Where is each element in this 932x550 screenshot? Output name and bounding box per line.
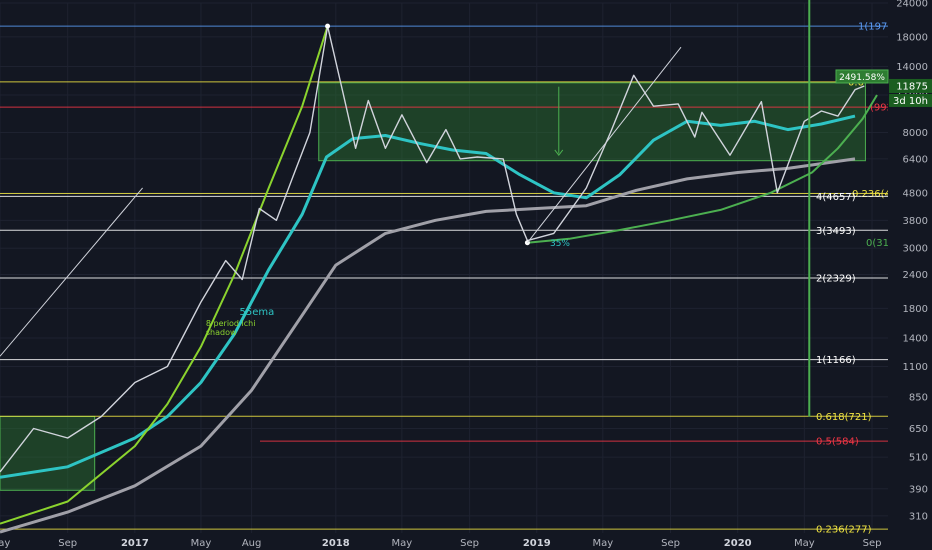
time-tick-label: 2018 [322,538,350,549]
level-label: 0.5(584) [816,437,859,448]
top-pivot-dot [325,23,331,29]
level-label: 1(19719) [858,22,904,33]
ema-label: 55ema [239,307,274,318]
time-tick-label: May [191,538,212,549]
time-tick-label: 2020 [724,538,752,549]
price-tick-label: 3800 [903,216,928,227]
series-200ema [0,157,856,534]
price-tick-label: 390 [909,484,928,495]
level-label: 3(3493) [816,226,856,237]
time-tick-label: Sep [58,538,77,549]
countdown-text: 3d 10h [893,96,928,107]
series-55ema [0,114,856,479]
price-tick-label: 4800 [903,188,928,199]
level-label: 0.236(277) [816,525,872,536]
last-price-text: 11875 [896,81,928,92]
last-price-badge [889,78,932,93]
price-tick-label: 8000 [903,128,928,139]
ichi-label: shadow [206,328,237,337]
percent-badge-text: 2491.58% [839,73,885,83]
trend-line-left[interactable] [0,187,143,357]
level-label: 1(1166) [816,355,856,366]
time-tick-label: Sep [460,538,479,549]
time-tick-label: May [0,538,10,549]
time-tick-label: May [392,538,413,549]
percent-badge [835,69,889,84]
time-axis-bg [0,534,932,550]
ichi-label: 8 period ichi [206,319,256,328]
price-tick-label: 850 [909,392,928,403]
series-parabola-2019 [527,94,878,244]
price-badges: 2491.58% 11875 3d 10h [835,69,932,107]
time-tick-label: May [592,538,613,549]
time-tick-label: Aug [242,538,262,549]
drawing-tools[interactable] [0,0,811,417]
price-tick-label: 1400 [903,334,928,345]
price-tick-label: 6400 [903,154,928,165]
price-tick-label: 3000 [903,244,928,255]
level-label: 0.618(721) [816,412,872,423]
time-axis[interactable]: May Sep 2017 May Aug 2018 May Sep 2019 May Sep 2020… [0,534,932,550]
level-label: 0.236(4772) [852,189,914,200]
level-label: 4(4657) [816,192,856,203]
series-parabola-2017 [0,25,329,525]
trend-line-right[interactable] [527,46,682,244]
indicator-curves [0,23,878,534]
time-tick-label: Sep [863,538,882,549]
series-price [0,25,865,473]
level-label: 2(2329) [816,274,856,285]
level-label: 0(3143) [866,238,906,249]
price-tick-label: 2400 [903,270,928,281]
shaded-zones [0,82,866,491]
price-tick-label: 18000 [896,32,928,43]
time-tick-label: May [794,538,815,549]
price-tick-label: 310 [909,511,928,522]
pct-label: 35% [550,239,570,249]
price-tick-label: 510 [909,453,928,464]
price-tick-label: 14000 [896,62,928,73]
early-box [0,415,96,491]
measure-arrow-head [554,149,564,157]
price-tick-label: 1800 [903,304,928,315]
time-tick-label: 2019 [523,538,551,549]
price-tick-label: 1100 [903,362,928,373]
price-tick-label: 650 [909,424,928,435]
price-tick-label: 24000 [896,0,928,10]
level-label: (9923) [870,103,903,114]
time-tick-label: 2017 [121,538,149,549]
time-tick-label: Sep [661,538,680,549]
range-box [318,82,866,162]
countdown-badge [889,93,932,107]
